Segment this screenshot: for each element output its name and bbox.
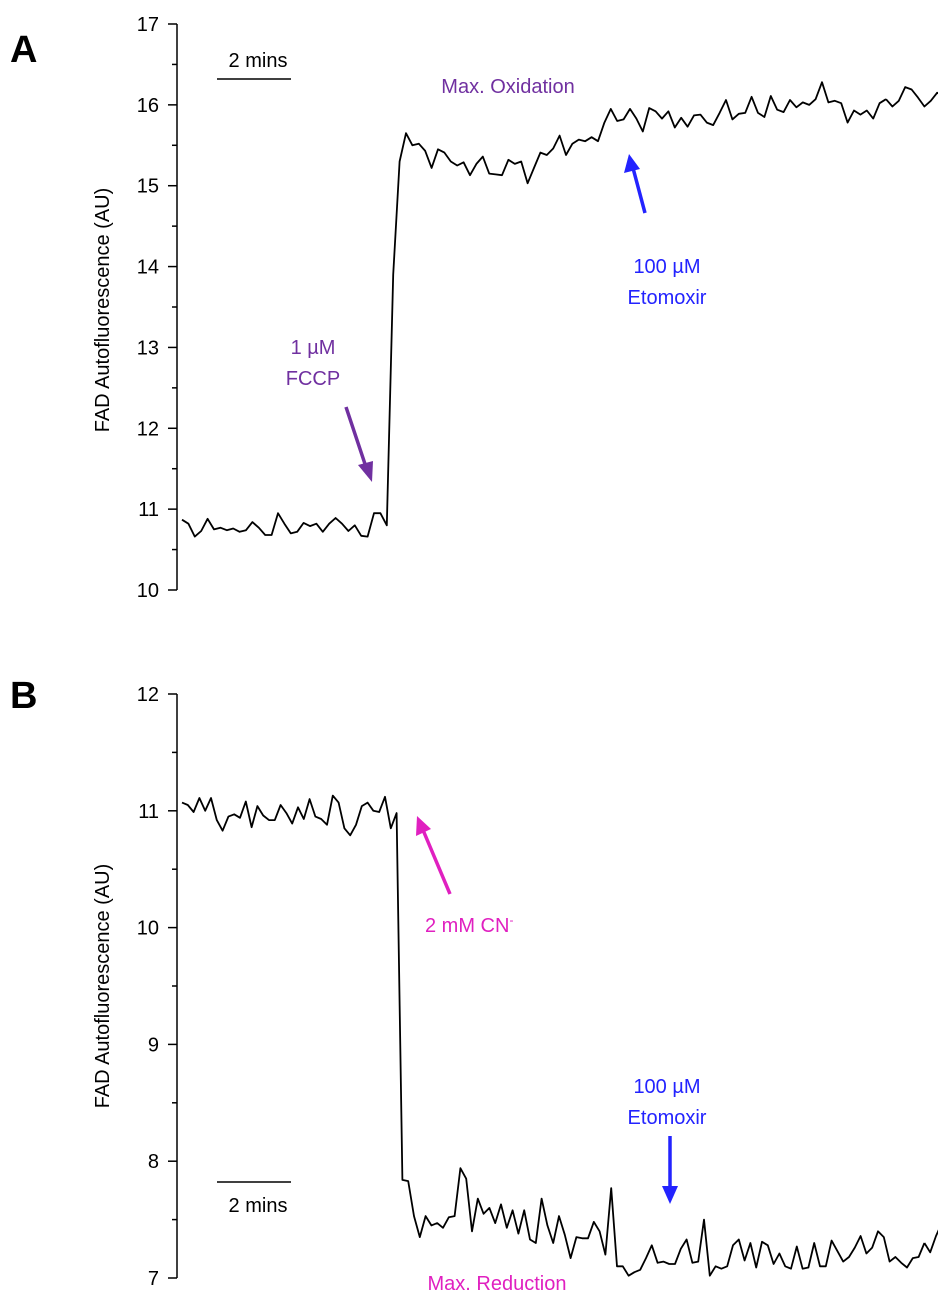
- y-tick-label-a: 12: [137, 418, 159, 440]
- y-tick-label-a: 14: [137, 257, 159, 279]
- y-tick-label-a: 16: [137, 95, 159, 117]
- panel-letter-b: B: [10, 675, 37, 717]
- trace-a: [181, 81, 938, 538]
- y-tick-label-b: 12: [137, 684, 159, 706]
- panel-a: A 10 11 12 13 14 15 16 17 FAD Autofluorescence …: [10, 14, 938, 602]
- y-tick-label-a: 17: [137, 14, 159, 36]
- trace-b: [181, 794, 938, 1277]
- y-tick-label-a: 10: [137, 580, 159, 602]
- etomoxir-dose-label-a: 100 µM: [633, 256, 700, 278]
- fccp-arrow: [344, 406, 373, 482]
- etomoxir-drug-label-b: Etomoxir: [628, 1107, 707, 1129]
- etomoxir-dose-label-b: 100 µM: [633, 1076, 700, 1098]
- etomoxir-drug-label-a: Etomoxir: [628, 287, 707, 309]
- y-axis-a: 10 11 12 13 14 15 16 17: [137, 14, 178, 602]
- trace-line-a-0: [181, 81, 887, 538]
- max-oxidation-label: Max. Oxidation: [441, 76, 574, 98]
- y-tick-label-b: 7: [148, 1268, 159, 1290]
- cyanide-arrow: [416, 816, 452, 895]
- fccp-drug-label: FCCP: [286, 368, 340, 390]
- y-tick-label-b: 10: [137, 918, 159, 940]
- y-tick-label-a: 15: [137, 176, 159, 198]
- trace-line-a-1: [885, 86, 938, 108]
- scale-bar-label-b: 2 mins: [229, 1195, 288, 1217]
- cyanide-label-superscript: -: [509, 913, 513, 927]
- fccp-dose-label: 1 µM: [291, 337, 336, 359]
- y-axis-b: 7 8 9 10 11 12: [137, 684, 178, 1290]
- panel-b: B 7 8 9 10 11 12 FAD Autofluorescence (AU) 2 …: [10, 675, 938, 1295]
- etomoxir-arrow-b: [662, 1136, 678, 1204]
- etomoxir-arrow-a: [624, 154, 647, 214]
- panel-letter-a: A: [10, 29, 37, 71]
- y-tick-label-b: 11: [138, 801, 159, 823]
- max-reduction-label: Max. Reduction: [428, 1273, 567, 1295]
- y-tick-label-b: 8: [148, 1151, 159, 1173]
- trace-line-b-0: [181, 794, 926, 1277]
- y-tick-label-a: 13: [137, 337, 159, 359]
- trace-line-b-1: [923, 1229, 938, 1254]
- y-tick-label-a: 11: [138, 499, 159, 521]
- y-axis-title-b: FAD Autofluorescence (AU): [92, 864, 114, 1109]
- cyanide-label: 2 mM CN-: [425, 913, 513, 937]
- y-axis-title-a: FAD Autofluorescence (AU): [92, 188, 114, 433]
- cyanide-label-text: 2 mM CN: [425, 915, 509, 937]
- y-tick-label-b: 9: [148, 1034, 159, 1056]
- scale-bar-label-a: 2 mins: [229, 50, 288, 72]
